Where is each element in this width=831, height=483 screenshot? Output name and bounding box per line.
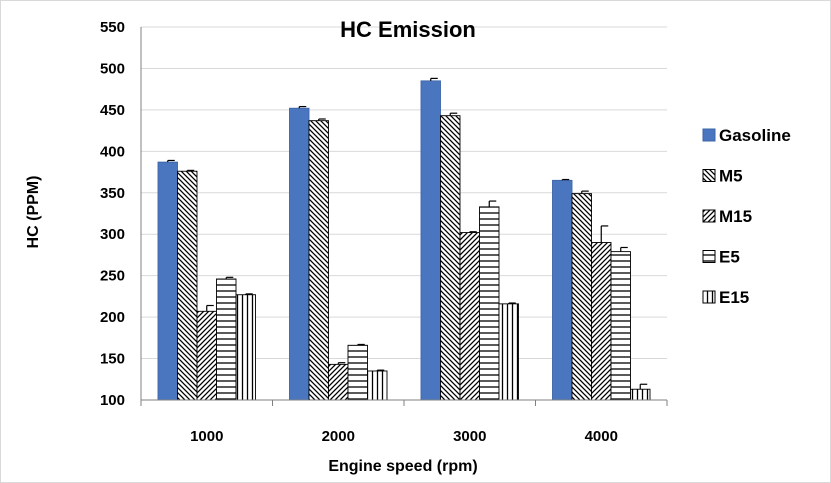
x-tick-label: 4000: [585, 428, 618, 445]
bar-m5-1000: [177, 170, 198, 401]
legend-swatch-m15: [702, 209, 716, 223]
y-tick-label: 200: [100, 309, 125, 326]
bar-e15-4000: [630, 388, 651, 401]
legend-swatch-m5: [702, 169, 716, 182]
bar-m15-3000: [459, 232, 480, 401]
y-tick-label: 100: [100, 392, 125, 409]
bar-e15-2000: [367, 370, 388, 401]
x-tick-label: 3000: [453, 428, 486, 445]
bar-e15-3000: [498, 303, 519, 401]
x-tick-labels: 1000 2000 3000 4000: [190, 428, 618, 445]
bars: [157, 77, 651, 401]
bar-m15-2000: [328, 363, 349, 401]
x-tick-label: 1000: [190, 428, 223, 445]
y-tick-label: 400: [100, 143, 125, 160]
y-tick-label: 150: [100, 351, 125, 368]
x-axis-label: Engine speed (rpm): [328, 458, 477, 475]
bar-m15-1000: [196, 310, 217, 401]
y-tick-labels: 100 150 200 250 300 350 400 450 500 550: [100, 19, 125, 409]
y-tick-label: 300: [100, 226, 125, 243]
legend-label-e15: E15: [719, 288, 749, 307]
legend: Gasoline M5 M15 E5 E15: [702, 126, 791, 307]
bar-m5-2000: [308, 120, 329, 401]
y-tick-label: 550: [100, 19, 125, 36]
bar-e5-4000: [610, 251, 631, 401]
legend-label-gasoline: Gasoline: [719, 126, 791, 145]
bar-gasoline-2000: [289, 107, 310, 401]
legend-label-m5: M5: [719, 167, 743, 186]
y-tick-label: 500: [100, 60, 125, 77]
bar-e5-3000: [479, 206, 500, 401]
y-axis-label: HC (PPM): [25, 176, 42, 249]
y-tick-label: 250: [100, 268, 125, 285]
bar-e5-1000: [216, 278, 237, 401]
legend-swatch-e5: [702, 250, 716, 263]
y-tick-label: 350: [100, 185, 125, 202]
legend-swatch-e15: [702, 290, 716, 304]
bar-m5-4000: [571, 193, 592, 401]
legend-swatch-gasoline: [702, 128, 716, 142]
bar-gasoline-1000: [157, 161, 178, 401]
legend-label-e5: E5: [719, 248, 740, 267]
legend-label-m15: M15: [719, 207, 752, 226]
bar-e15-1000: [235, 294, 256, 401]
bar-e5-2000: [347, 344, 368, 401]
bar-m5-3000: [440, 115, 461, 401]
bar-gasoline-3000: [420, 80, 441, 401]
axes: [140, 27, 668, 406]
x-tick-label: 2000: [322, 428, 355, 445]
chart-title: HC Emission: [340, 17, 476, 42]
y-tick-label: 450: [100, 102, 125, 119]
bar-m15-4000: [591, 242, 612, 401]
bar-gasoline-4000: [552, 179, 573, 401]
